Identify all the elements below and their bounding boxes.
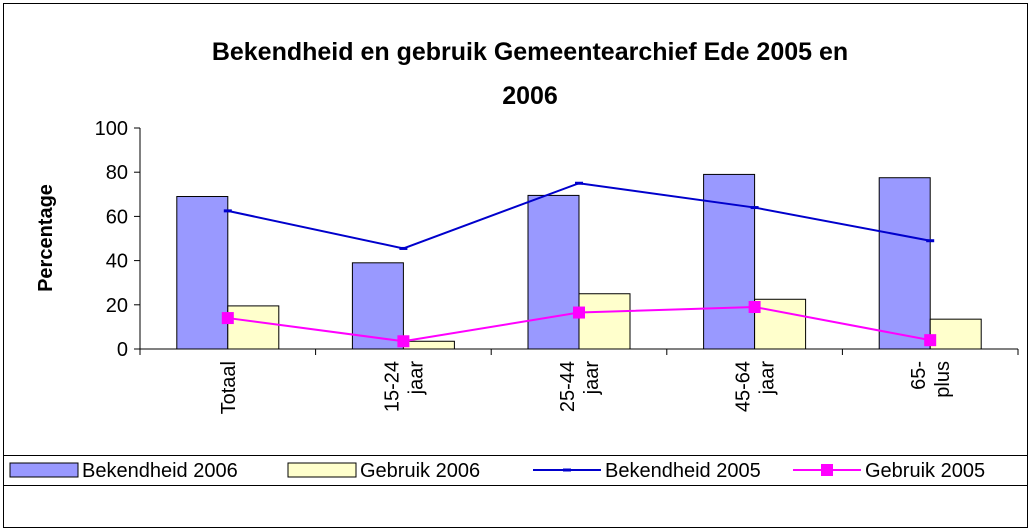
x-tick-label: plus bbox=[932, 361, 954, 398]
legend-border bbox=[3, 455, 1028, 486]
bar bbox=[402, 340, 455, 350]
bar bbox=[578, 293, 631, 350]
x-tick-label: Totaal bbox=[218, 361, 240, 414]
bar bbox=[878, 177, 931, 350]
x-tick-label: jaar bbox=[757, 361, 779, 396]
legend-swatch bbox=[9, 462, 79, 478]
chart-border bbox=[3, 3, 1028, 528]
bar bbox=[176, 196, 229, 350]
marker bbox=[221, 312, 234, 325]
marker bbox=[750, 206, 759, 210]
x-tick-label: jaar bbox=[405, 361, 427, 396]
marker bbox=[399, 246, 408, 250]
bar bbox=[527, 194, 580, 350]
marker bbox=[223, 209, 232, 213]
marker bbox=[573, 306, 585, 319]
y-tick-label: 20 bbox=[106, 295, 128, 317]
y-tick-label: 40 bbox=[106, 251, 128, 273]
marker bbox=[748, 301, 761, 314]
legend-label: Bekendheid 2006 bbox=[82, 460, 238, 482]
x-tick-label: 15-24 bbox=[381, 361, 403, 412]
marker bbox=[397, 335, 410, 348]
bar bbox=[351, 262, 404, 350]
bar bbox=[227, 305, 280, 350]
y-tick-label: 0 bbox=[117, 339, 128, 361]
legend-swatch bbox=[287, 462, 357, 478]
y-tick-label: 100 bbox=[95, 118, 128, 140]
bar bbox=[929, 318, 982, 350]
bar bbox=[754, 298, 807, 350]
marker bbox=[926, 239, 935, 243]
legend-label: Bekendheid 2005 bbox=[605, 460, 761, 482]
legend-marker bbox=[821, 464, 833, 476]
x-tick-label: 25-44 bbox=[557, 361, 579, 412]
legend-marker bbox=[563, 468, 571, 472]
marker bbox=[924, 334, 937, 347]
x-tick-label: jaar bbox=[581, 361, 603, 396]
y-tick-label: 80 bbox=[106, 162, 128, 184]
chart-title: 2006 bbox=[502, 82, 558, 110]
legend-label: Gebruik 2005 bbox=[865, 460, 985, 482]
x-tick-label: 65- bbox=[908, 361, 930, 390]
y-axis-label: Percentage bbox=[35, 184, 57, 292]
legend-label: Gebruik 2006 bbox=[360, 460, 480, 482]
y-tick-label: 60 bbox=[106, 206, 128, 228]
x-tick-label: 45-64 bbox=[733, 361, 755, 412]
chart-title: Bekendheid en gebruik Gemeentearchief Ed… bbox=[212, 38, 848, 66]
marker bbox=[575, 181, 583, 185]
